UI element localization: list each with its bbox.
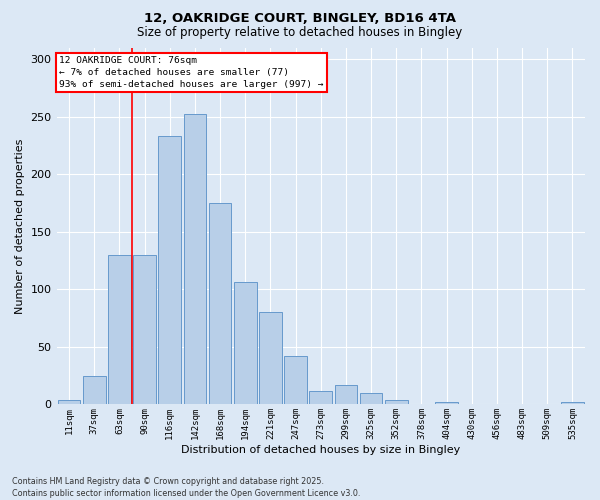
Bar [158, 136, 181, 404]
X-axis label: Distribution of detached houses by size in Bingley: Distribution of detached houses by size … [181, 445, 460, 455]
Bar [133, 254, 156, 404]
Text: Contains HM Land Registry data © Crown copyright and database right 2025.
Contai: Contains HM Land Registry data © Crown c… [12, 476, 361, 498]
Y-axis label: Number of detached properties: Number of detached properties [15, 138, 25, 314]
Text: Size of property relative to detached houses in Bingley: Size of property relative to detached ho… [137, 26, 463, 39]
Bar [310, 390, 332, 404]
Bar [385, 400, 407, 404]
Bar [234, 282, 257, 405]
Bar [259, 312, 282, 404]
Bar [284, 356, 307, 405]
Bar [108, 254, 131, 404]
Text: 12 OAKRIDGE COURT: 76sqm
← 7% of detached houses are smaller (77)
93% of semi-de: 12 OAKRIDGE COURT: 76sqm ← 7% of detache… [59, 56, 323, 89]
Bar [335, 385, 357, 404]
Text: 12, OAKRIDGE COURT, BINGLEY, BD16 4TA: 12, OAKRIDGE COURT, BINGLEY, BD16 4TA [144, 12, 456, 26]
Bar [209, 203, 232, 404]
Bar [83, 376, 106, 404]
Bar [435, 402, 458, 404]
Bar [184, 114, 206, 405]
Bar [360, 393, 382, 404]
Bar [561, 402, 584, 404]
Bar [58, 400, 80, 404]
